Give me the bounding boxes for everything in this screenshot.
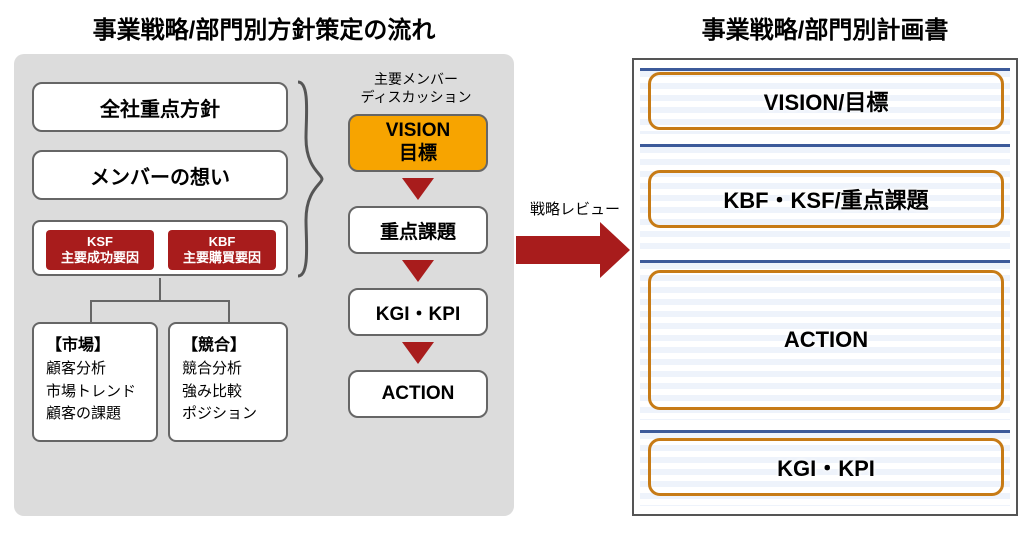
caption-line-2: ディスカッション	[336, 88, 496, 106]
competitor-line-3: ポジション	[182, 403, 274, 426]
discussion-caption: 主要メンバー ディスカッション	[336, 70, 496, 106]
caption-line-1: 主要メンバー	[336, 70, 496, 88]
vision-l2: 目標	[399, 143, 437, 166]
review-arrow-label: 戦略レビュー	[520, 200, 630, 220]
flow-kgi-kpi-box: KGI・KPI	[348, 288, 488, 336]
market-header: 【市場】	[46, 334, 144, 358]
kbf-title: KBF	[209, 234, 236, 250]
tree-line-v2	[90, 300, 92, 322]
competitor-line-2: 強み比較	[182, 381, 274, 404]
flow-arrow-3	[402, 342, 434, 364]
input-box-company-policy: 全社重点方針	[32, 82, 288, 132]
right-panel-title: 事業戦略/部門別計画書	[632, 10, 1018, 45]
flow-arrow-2	[402, 260, 434, 282]
tree-line-v1	[159, 278, 161, 300]
brace-icon	[292, 78, 326, 280]
review-arrow	[516, 222, 630, 278]
market-analysis-box: 【市場】 顧客分析 市場トレンド 顧客の課題	[32, 322, 158, 442]
flow-arrow-1	[402, 178, 434, 200]
kbf-box: KBF 主要購買要因	[168, 230, 276, 270]
tree-line-h	[90, 300, 230, 302]
flow-action-box: ACTION	[348, 370, 488, 418]
overlay-kbf-ksf: KBF・KSF/重点課題	[648, 170, 1004, 228]
flow-priority-box: 重点課題	[348, 206, 488, 254]
tree-line-v3	[228, 300, 230, 322]
competitor-line-1: 競合分析	[182, 358, 274, 381]
market-line-3: 顧客の課題	[46, 403, 144, 426]
overlay-action: ACTION	[648, 270, 1004, 410]
competitor-header: 【競合】	[182, 334, 274, 358]
overlay-vision: VISION/目標	[648, 72, 1004, 130]
market-line-2: 市場トレンド	[46, 381, 144, 404]
overlay-kgi-kpi: KGI・KPI	[648, 438, 1004, 496]
plan-document: VISION/目標 KBF・KSF/重点課題 ACTION KGI・KPI	[632, 58, 1018, 516]
flow-vision-box: VISION 目標	[348, 114, 488, 172]
ksf-box: KSF 主要成功要因	[46, 230, 154, 270]
market-line-1: 顧客分析	[46, 358, 144, 381]
vision-l1: VISION	[386, 120, 450, 143]
competitor-analysis-box: 【競合】 競合分析 強み比較 ポジション	[168, 322, 288, 442]
ksf-kbf-container: KSF 主要成功要因 KBF 主要購買要因	[32, 220, 288, 276]
ksf-title: KSF	[87, 234, 113, 250]
ksf-sub: 主要成功要因	[61, 250, 139, 266]
left-panel-title: 事業戦略/部門別方針策定の流れ	[14, 10, 514, 45]
kbf-sub: 主要購買要因	[183, 250, 261, 266]
input-box-member-thoughts: メンバーの想い	[32, 150, 288, 200]
